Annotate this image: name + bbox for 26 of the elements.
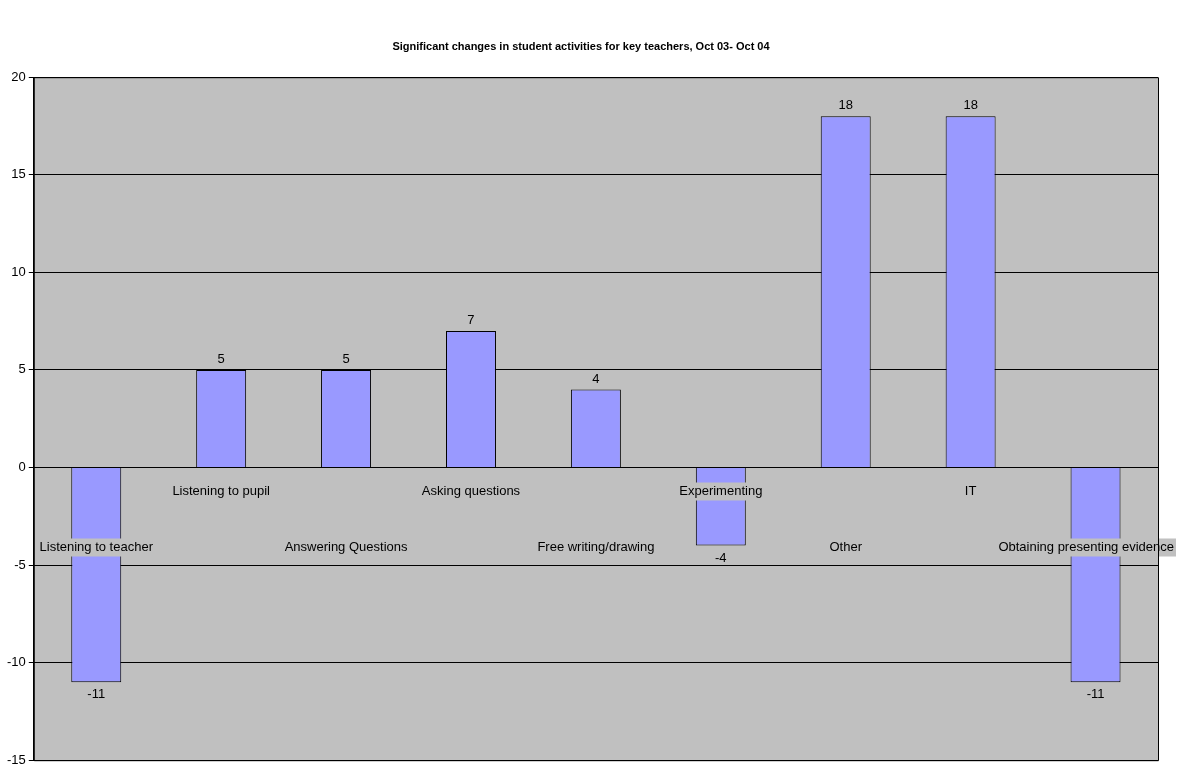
x-tick-label: Answering Questions <box>284 539 408 555</box>
y-tick-label: -10 <box>6 654 26 670</box>
x-tick-label: Listening to pupil <box>172 483 271 499</box>
data-label: -11 <box>1086 686 1105 702</box>
y-tick-label: -15 <box>6 751 26 767</box>
data-label: 18 <box>838 97 853 113</box>
x-tick-label: Other <box>829 539 863 555</box>
data-label: 5 <box>342 350 350 366</box>
y-tick-label: -5 <box>14 556 26 572</box>
data-label: 5 <box>217 350 225 366</box>
x-tick-label: Listening to teacher <box>39 539 154 555</box>
y-tick-label: 20 <box>11 68 26 84</box>
chart-title: Significant changes in student activities for key teachers, Oct 03- Oct 04 <box>392 39 771 52</box>
data-label: 7 <box>467 311 475 327</box>
x-tick-label: Free writing/drawing <box>537 539 655 555</box>
y-tick-label: 15 <box>11 166 26 182</box>
y-tick-label: 0 <box>18 459 26 475</box>
x-tick-label: IT <box>964 483 977 499</box>
data-label: -11 <box>87 686 106 702</box>
x-tick-label: Asking questions <box>421 483 521 499</box>
data-label: 4 <box>592 370 600 386</box>
data-label: -4 <box>715 549 727 565</box>
data-label: 18 <box>963 97 978 113</box>
y-tick-label: 10 <box>11 263 26 279</box>
x-tick-label: Experimenting <box>679 483 763 499</box>
y-tick-label: 5 <box>18 361 26 377</box>
